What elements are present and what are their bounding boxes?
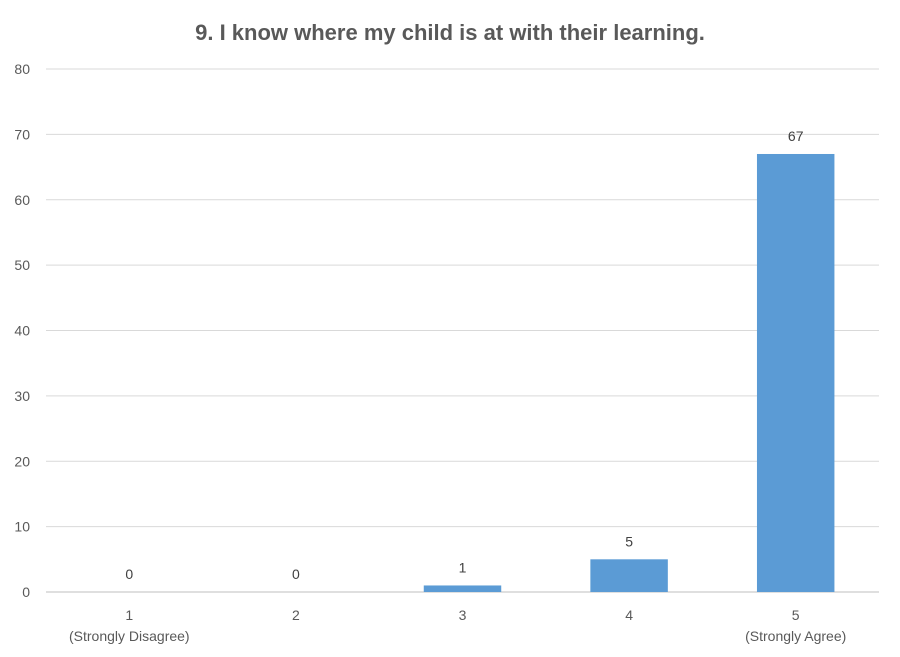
x-axis-tick-labels: 1 (Strongly Disagree) 2 3 4 5 (Strongly Agree) [69,607,846,644]
y-tick-label: 60 [14,192,30,208]
y-tick-label: 70 [14,126,30,142]
x-tick-label: 3 [459,607,467,623]
bar-5 [756,153,835,593]
bar-4 [590,559,668,592]
y-tick-label: 30 [14,388,30,404]
y-tick-label: 50 [14,257,30,273]
data-label-3: 1 [459,559,467,575]
bars [423,153,835,593]
x-tick-sublabel: (Strongly Disagree) [69,628,190,644]
y-tick-label: 80 [14,61,30,77]
x-tick-label: 5 [792,607,800,623]
data-labels: 0 0 1 5 67 [125,128,803,582]
y-tick-label: 20 [14,453,30,469]
x-tick-label: 1 [125,607,133,623]
y-axis-tick-labels: 0 10 20 30 40 50 60 70 80 [14,61,30,600]
y-tick-label: 10 [14,519,30,535]
data-label-5: 67 [788,128,804,144]
data-label-2: 0 [292,566,300,582]
y-tick-label: 0 [22,584,30,600]
x-tick-label: 4 [625,607,633,623]
data-label-4: 5 [625,533,633,549]
x-tick-sublabel: (Strongly Agree) [745,628,846,644]
bar-3 [423,585,502,592]
chart-title: 9. I know where my child is at with thei… [195,20,705,45]
gridlines [46,68,879,593]
data-label-1: 0 [125,566,133,582]
x-tick-label: 2 [292,607,300,623]
y-tick-label: 40 [14,323,30,339]
